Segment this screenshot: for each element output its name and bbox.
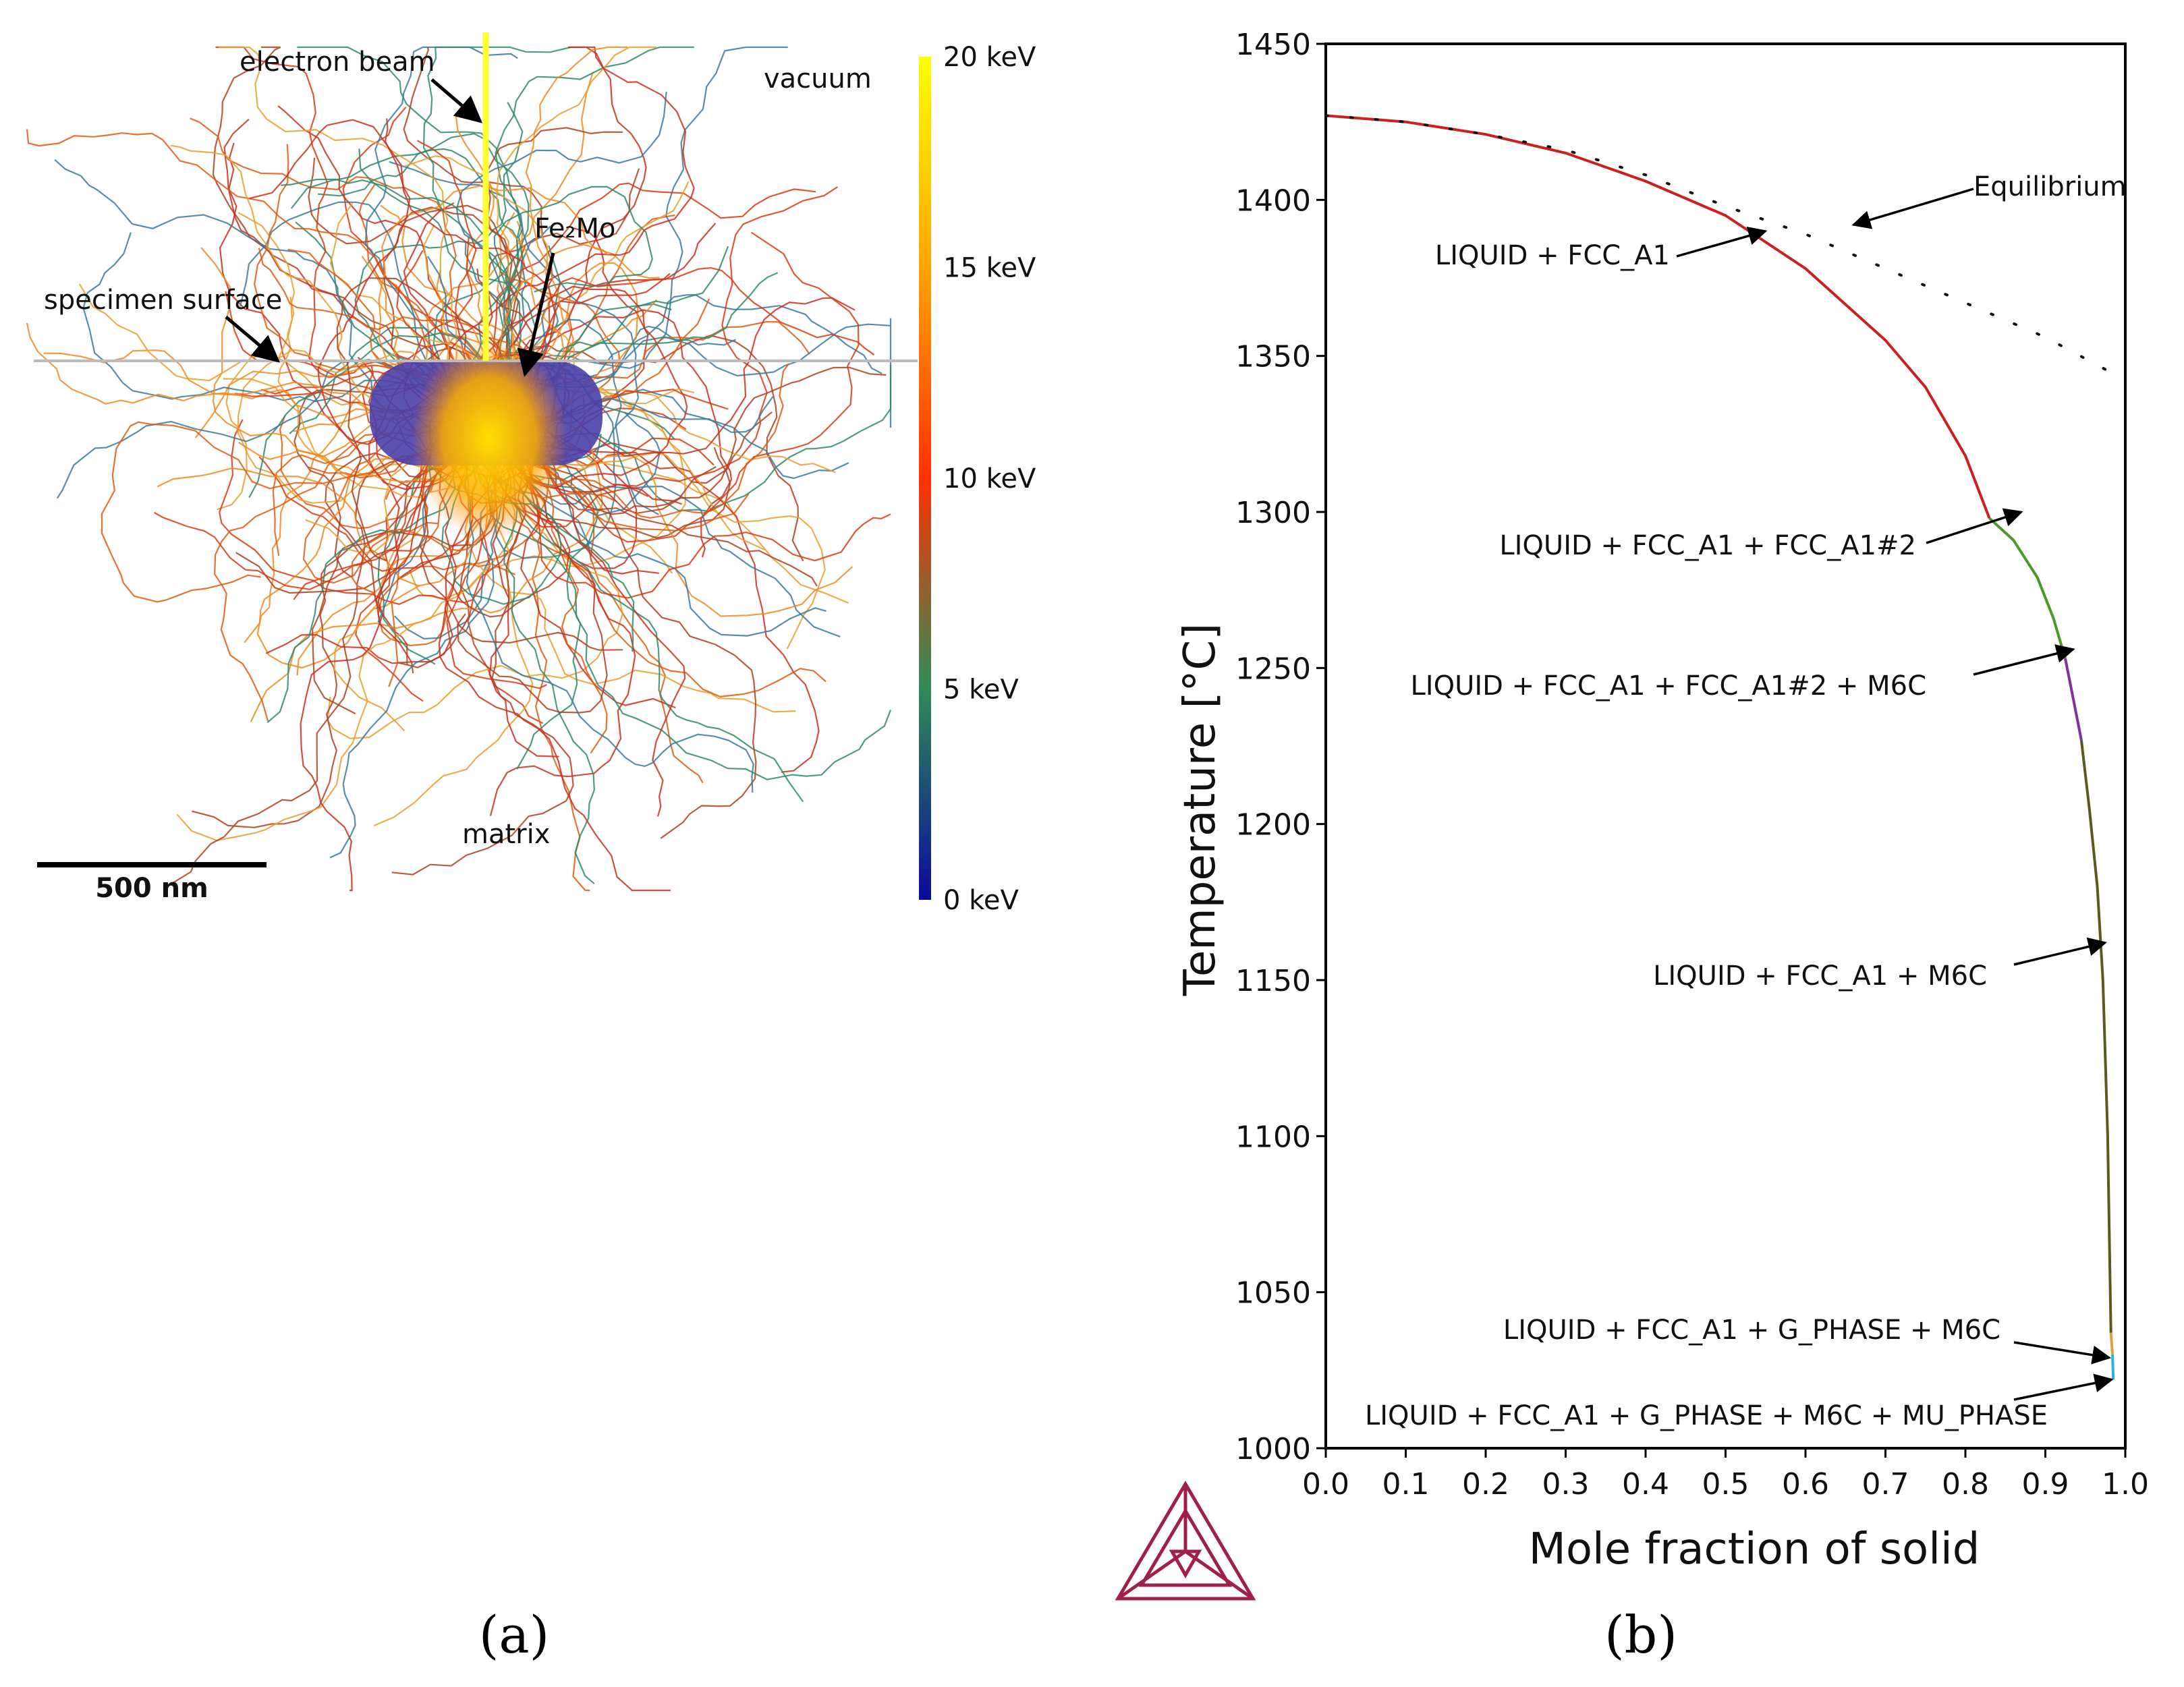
trajectory-path (354, 101, 524, 413)
series-line (1988, 517, 2067, 660)
trajectory-path (507, 46, 628, 411)
annotation-arrow (1973, 644, 2075, 676)
annotation-label: LIQUID + FCC_A1 (1435, 240, 1670, 271)
trajectory-path (101, 421, 461, 603)
arrow-specimen-surface (225, 316, 281, 363)
annotation-arrow (1926, 508, 2023, 544)
annotation-arrow (1851, 188, 1974, 229)
triangle-logo-icon (1115, 1481, 1256, 1601)
y-tick-label: 1450 (1235, 28, 1311, 62)
x-tick-label: 0.3 (1542, 1467, 1590, 1502)
y-tick-label: 1050 (1235, 1276, 1311, 1311)
chart-annotations: Equilibrium LIQUID + FCC_A1 LIQUID + FCC_A… (1365, 171, 2127, 1431)
annotation-label: LIQUID + FCC_A1 + M6C (1653, 961, 1987, 992)
x-tick-label: 0.1 (1382, 1467, 1430, 1502)
panel-a-simulation: electron beam vacuum Fe₂Mo specimen surf… (26, 32, 1036, 1665)
colorbar-ticks: 20 keV 15 keV 10 keV 5 keV 0 keV (943, 42, 1036, 916)
x-tick-label: 0.6 (1782, 1467, 1829, 1502)
trajectory-path (249, 119, 556, 404)
annotation-label: LIQUID + FCC_A1 + G_PHASE + M6C (1503, 1315, 2000, 1346)
label-specimen-surface: specimen surface (44, 285, 282, 316)
y-tick-label: 1100 (1235, 1120, 1311, 1154)
series-line (2079, 739, 2112, 1333)
annotation-arrow (1676, 227, 1768, 258)
annotation-label: LIQUID + FCC_A1 + G_PHASE + M6C + MU_PHA… (1365, 1400, 2048, 1431)
series-line (1325, 114, 1991, 519)
chart-axes: 0.0 0.1 0.2 0.3 0.4 0.5 0.6 0.7 0.8 0.9 1.0 1000 105… (1235, 28, 2149, 1502)
annotation-arrow (2013, 1341, 2112, 1365)
trajectory-path (503, 366, 887, 514)
x-tick-label: 0.9 (2022, 1467, 2069, 1502)
y-axis-title: Temperature [°C] (1175, 623, 1225, 996)
y-tick-label: 1300 (1235, 496, 1311, 530)
y-tick-label: 1250 (1235, 652, 1311, 686)
x-tick-label: 0.0 (1302, 1467, 1349, 1502)
colorbar-tick-label: 20 keV (943, 42, 1036, 73)
trajectory-path (422, 46, 585, 379)
x-tick-label: 0.2 (1462, 1467, 1509, 1502)
scale-bar-label: 500 nm (95, 873, 208, 904)
label-electron-beam: electron beam (240, 47, 435, 78)
series-line (2064, 658, 2083, 741)
colorbar-tick-label: 10 keV (943, 463, 1036, 494)
scale-bar (37, 862, 267, 867)
trajectory-path (171, 421, 469, 884)
trajectory-path (26, 129, 451, 396)
energy-colorbar (919, 57, 931, 900)
x-tick-label: 1.0 (2102, 1467, 2149, 1502)
y-tick-label: 1000 (1235, 1432, 1311, 1466)
x-tick-label: 0.4 (1622, 1467, 1669, 1502)
annotation-label: LIQUID + FCC_A1 + FCC_A1#2 (1499, 530, 1916, 561)
y-tick-label: 1200 (1235, 808, 1311, 842)
interaction-core (412, 337, 567, 540)
annotation-arrow (2013, 937, 2108, 966)
y-tick-label: 1400 (1235, 183, 1311, 218)
x-tick-label: 0.8 (1942, 1467, 1989, 1502)
trajectory-path (474, 186, 838, 487)
panel-b-solidification-chart: 0.0 0.1 0.2 0.3 0.4 0.5 0.6 0.7 0.8 0.9 1.0 1000 105… (1115, 28, 2149, 1665)
annotation-arrow (2013, 1373, 2114, 1401)
label-matrix: matrix (462, 819, 550, 850)
label-fe2mo: Fe₂Mo (534, 213, 615, 244)
trajectory-path (447, 47, 695, 413)
annotation-label: LIQUID + FCC_A1 + FCC_A1#2 + M6C (1411, 670, 1927, 702)
caption-b: (b) (1604, 1605, 1677, 1665)
trajectory-path (212, 46, 478, 403)
colorbar-tick-label: 15 keV (943, 253, 1036, 284)
caption-a: (a) (479, 1605, 550, 1665)
trajectory-path (290, 133, 530, 404)
trajectory-path (190, 117, 475, 393)
annotation-label: Equilibrium (1973, 171, 2127, 202)
arrow-fe2mo (517, 252, 555, 377)
x-tick-label: 0.5 (1702, 1467, 1749, 1502)
trajectory-path (496, 266, 875, 380)
colorbar-tick-label: 0 keV (943, 885, 1019, 916)
colorbar-tick-label: 5 keV (943, 675, 1019, 706)
x-axis-title: Mole fraction of solid (1529, 1524, 1980, 1574)
series-line (1324, 114, 2111, 373)
trajectory-path (192, 454, 475, 828)
trajectory-path (513, 231, 860, 543)
y-tick-label: 1150 (1235, 964, 1311, 998)
trajectory-path (336, 277, 508, 562)
series-line (2109, 1332, 2114, 1355)
series-line (2111, 1354, 2115, 1380)
y-tick-label: 1350 (1235, 340, 1311, 374)
label-vacuum: vacuum (764, 63, 872, 94)
trajectory-path (515, 434, 891, 599)
x-tick-label: 0.7 (1862, 1467, 1909, 1502)
arrow-electron-beam (430, 78, 483, 123)
chart-series (1324, 114, 2115, 1380)
trajectory-path (154, 451, 461, 590)
